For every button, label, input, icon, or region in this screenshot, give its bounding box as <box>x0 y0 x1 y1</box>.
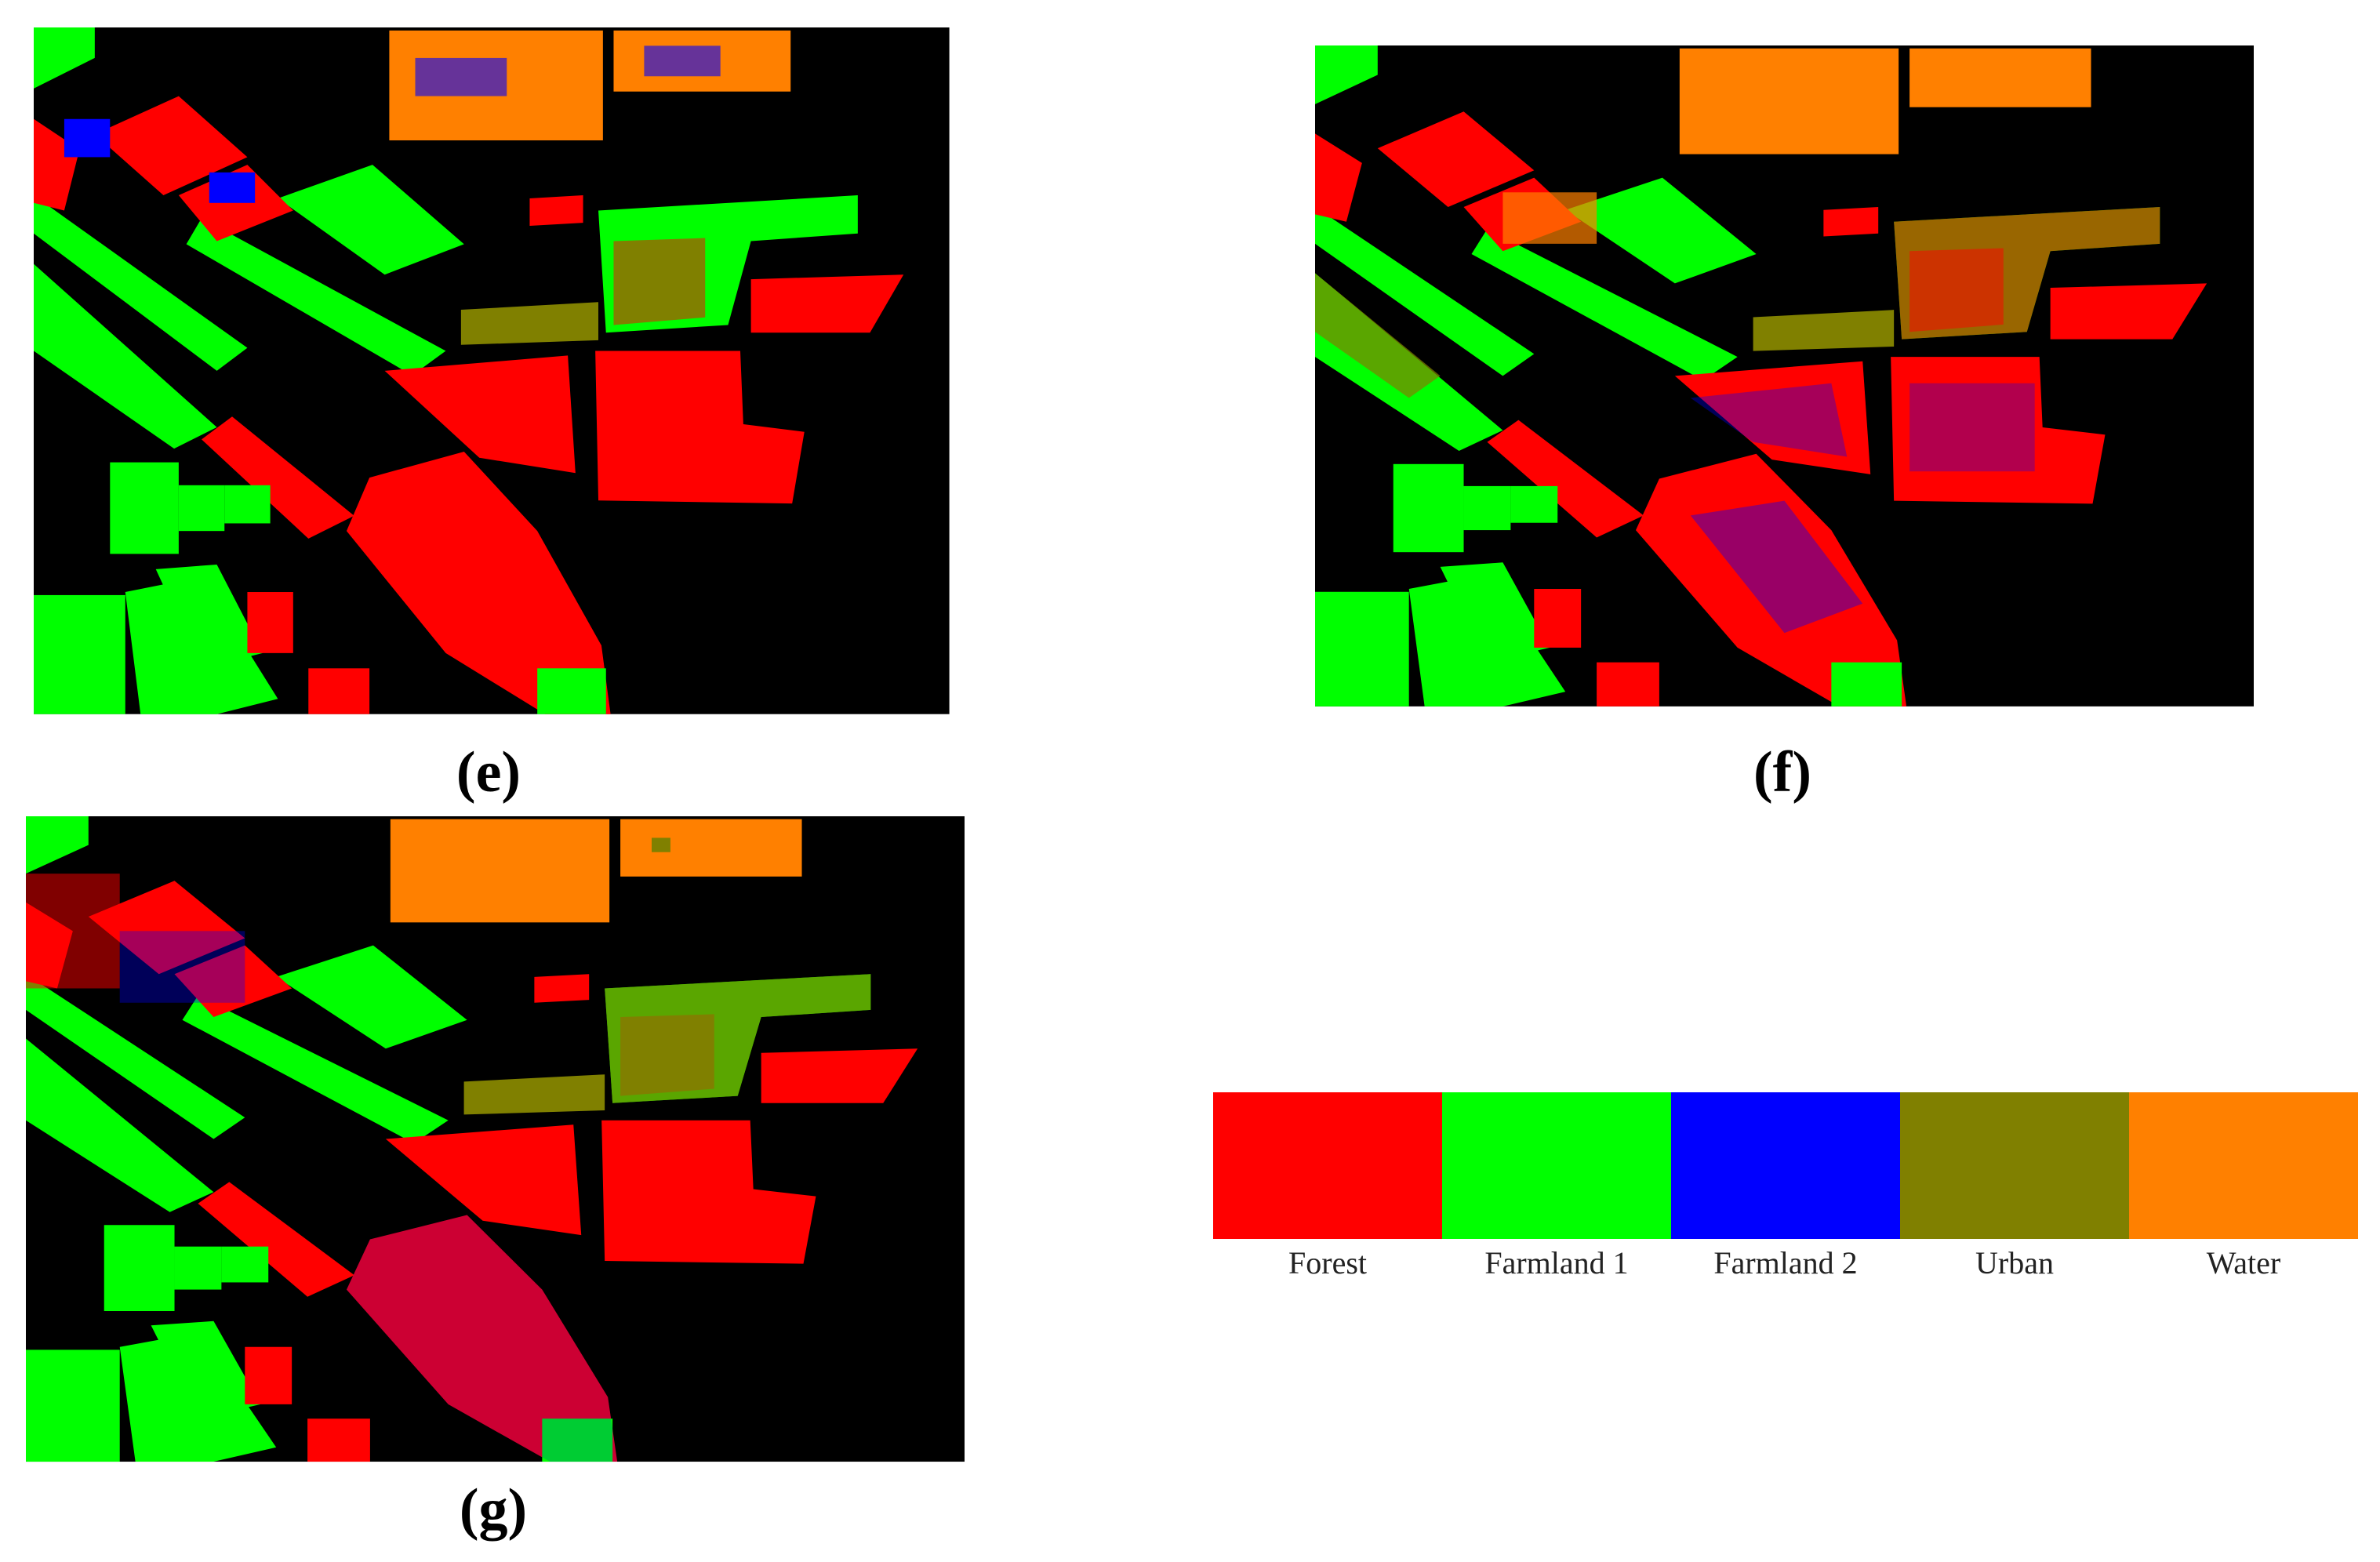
legend-swatch <box>1213 1092 1442 1239</box>
legend-label: Forest <box>1288 1245 1367 1280</box>
legend-label: Farmland 2 <box>1713 1245 1857 1280</box>
panel-label: (f) <box>1753 740 1811 805</box>
legend-label: Urban <box>1975 1245 2054 1280</box>
legend-swatch <box>1442 1092 1671 1239</box>
legend-swatch <box>2129 1092 2358 1239</box>
panel-labels: (e) (f) (g) <box>456 740 1811 1542</box>
legend-swatch <box>1900 1092 2129 1239</box>
panel-label: (g) <box>460 1477 527 1542</box>
panel-label: (e) <box>456 740 521 805</box>
map-e <box>34 27 950 714</box>
legend: Forest Farmland 1 Farmland 2 Urban Water <box>1213 1092 2358 1280</box>
map-f <box>1315 45 2254 707</box>
legend-swatch <box>1671 1092 1900 1239</box>
legend-label: Water <box>2207 1245 2281 1280</box>
legend-label: Farmland 1 <box>1484 1245 1628 1280</box>
map-g <box>26 816 965 1462</box>
